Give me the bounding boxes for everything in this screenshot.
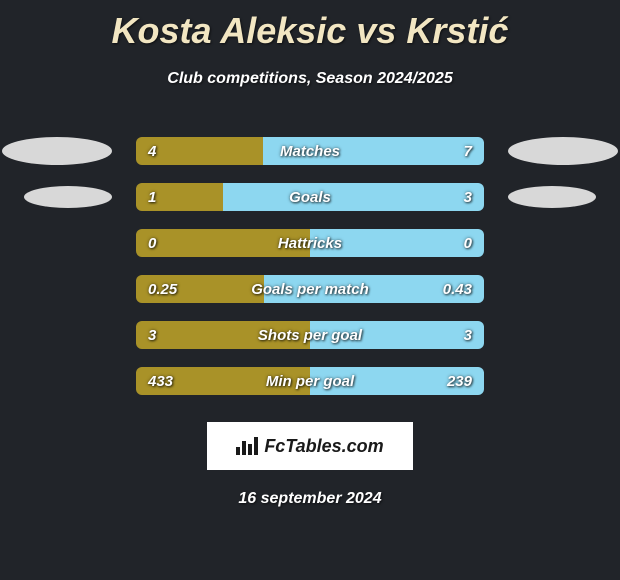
bar-left: [136, 137, 263, 165]
stat-row: 433239Min per goal: [0, 358, 620, 404]
stat-row: 33Shots per goal: [0, 312, 620, 358]
bar-left: [136, 183, 223, 211]
player1-badge: [24, 186, 112, 208]
bar-left: [136, 229, 310, 257]
bar-right: [310, 367, 484, 395]
comparison-chart: 47Matches 13Goals 00Hattricks 0.250.43Goals…: [0, 128, 620, 404]
player2-badge: [508, 186, 596, 208]
bar-left: [136, 367, 310, 395]
stat-row: 00Hattricks: [0, 220, 620, 266]
logo: FcTables.com: [236, 436, 383, 457]
bar-track: 0.250.43Goals per match: [136, 275, 484, 303]
player2-name: Krstić: [406, 10, 508, 51]
player2-badge: [508, 137, 618, 165]
bar-right: [310, 321, 484, 349]
bar-track: 47Matches: [136, 137, 484, 165]
bar-track: 433239Min per goal: [136, 367, 484, 395]
page-title: Kosta Aleksic vs Krstić: [0, 0, 620, 52]
subtitle: Club competitions, Season 2024/2025: [0, 70, 620, 88]
stat-row: 13Goals: [0, 174, 620, 220]
bars-icon: [236, 437, 258, 455]
player1-name: Kosta Aleksic: [112, 10, 347, 51]
stat-row: 0.250.43Goals per match: [0, 266, 620, 312]
stat-row: 47Matches: [0, 128, 620, 174]
bar-left: [136, 321, 310, 349]
bar-track: 13Goals: [136, 183, 484, 211]
vs-text: vs: [356, 10, 396, 51]
bar-track: 33Shots per goal: [136, 321, 484, 349]
bar-right: [310, 229, 484, 257]
player1-badge: [2, 137, 112, 165]
bar-right: [264, 275, 484, 303]
logo-box: FcTables.com: [207, 422, 413, 470]
date-text: 16 september 2024: [0, 490, 620, 508]
logo-text: FcTables.com: [264, 436, 383, 457]
bar-right: [223, 183, 484, 211]
bar-left: [136, 275, 264, 303]
bar-right: [263, 137, 484, 165]
bar-track: 00Hattricks: [136, 229, 484, 257]
